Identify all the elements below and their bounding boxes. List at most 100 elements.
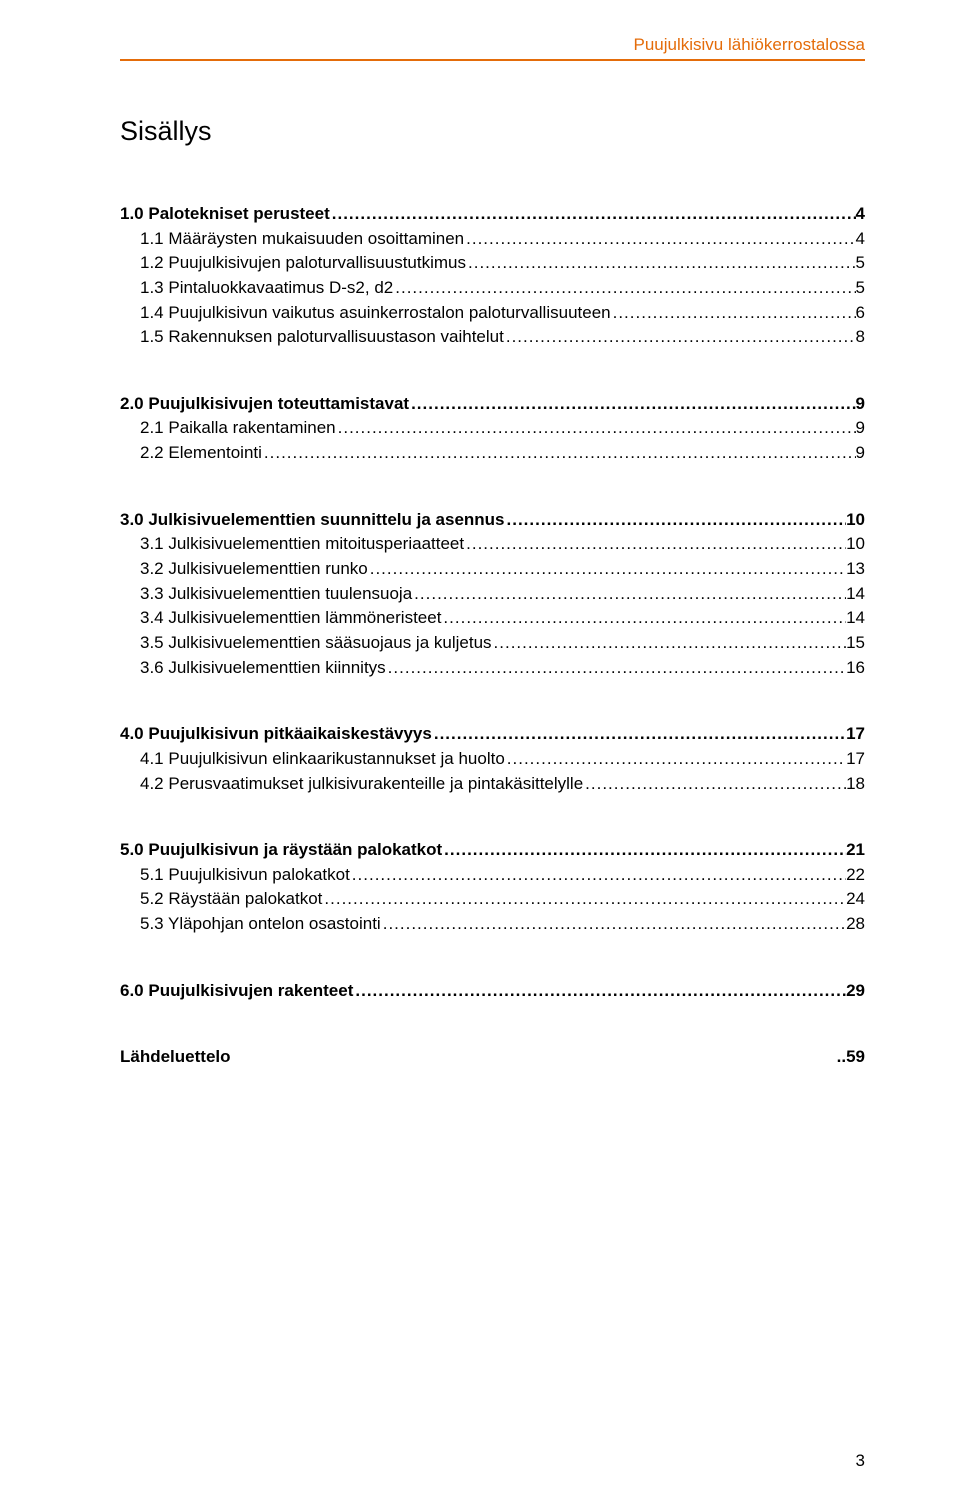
toc-sub-row[interactable]: 1.2 Puujulkisivujen paloturvallisuustutk… — [120, 251, 865, 276]
toc-main-page: 21 — [846, 838, 865, 863]
toc-main-page: 10 — [846, 508, 865, 533]
page-title: Sisällys — [120, 116, 865, 147]
toc-sub-page: 15 — [846, 631, 865, 656]
toc-dots — [386, 656, 846, 681]
toc-sub-label: 4.1 Puujulkisivun elinkaarikustannukset … — [120, 747, 505, 772]
toc-sub-page: 5 — [856, 251, 865, 276]
toc-sub-row[interactable]: 3.2 Julkisivuelementtien runko 13 — [120, 557, 865, 582]
toc-sub-page: 10 — [846, 532, 865, 557]
toc-dots — [441, 606, 846, 631]
toc-section: 1.0 Palotekniset perusteet 41.1 Määräyst… — [120, 202, 865, 350]
toc-sub-page: 18 — [846, 772, 865, 797]
header-text: Puujulkisivu lähiökerrostalossa — [120, 35, 865, 55]
toc-dots — [504, 325, 856, 350]
toc-main-row[interactable]: Lähdeluettelo ..59 — [120, 1045, 865, 1070]
toc-sub-row[interactable]: 3.6 Julkisivuelementtien kiinnitys 16 — [120, 656, 865, 681]
toc-section: 2.0 Puujulkisivujen toteuttamistavat 92.… — [120, 392, 865, 466]
toc-dots — [466, 251, 856, 276]
toc-sub-label: 3.2 Julkisivuelementtien runko — [120, 557, 368, 582]
toc-dots — [330, 202, 856, 227]
toc-sub-row[interactable]: 3.3 Julkisivuelementtien tuulensuoja 14 — [120, 582, 865, 607]
toc-dots — [322, 887, 846, 912]
toc-dots — [381, 912, 846, 937]
toc-dots — [583, 772, 846, 797]
toc-sub-label: 2.2 Elementointi — [120, 441, 262, 466]
toc-main-page: 4 — [856, 202, 865, 227]
toc-dots — [368, 557, 846, 582]
toc-sub-page: 4 — [856, 227, 865, 252]
toc-main-row[interactable]: 3.0 Julkisivuelementtien suunnittelu ja … — [120, 508, 865, 533]
toc-main-label: 2.0 Puujulkisivujen toteuttamistavat — [120, 392, 409, 417]
toc-dots — [412, 582, 846, 607]
toc-sub-row[interactable]: 1.5 Rakennuksen paloturvallisuustason va… — [120, 325, 865, 350]
toc-sub-row[interactable]: 3.1 Julkisivuelementtien mitoitusperiaat… — [120, 532, 865, 557]
toc-dots — [393, 276, 855, 301]
toc-sub-row[interactable]: 5.2 Räystään palokatkot 24 — [120, 887, 865, 912]
toc-sub-label: 3.5 Julkisivuelementtien sääsuojaus ja k… — [120, 631, 492, 656]
toc-dots — [442, 838, 846, 863]
toc-section: 3.0 Julkisivuelementtien suunnittelu ja … — [120, 508, 865, 680]
toc-dots — [464, 532, 846, 557]
toc-sub-page: 28 — [846, 912, 865, 937]
toc-sub-row[interactable]: 2.2 Elementointi 9 — [120, 441, 865, 466]
toc-section: Lähdeluettelo ..59 — [120, 1045, 865, 1070]
toc-sub-row[interactable]: 3.5 Julkisivuelementtien sääsuojaus ja k… — [120, 631, 865, 656]
toc-sub-row[interactable]: 2.1 Paikalla rakentaminen 9 — [120, 416, 865, 441]
toc-sub-row[interactable]: 5.3 Yläpohjan ontelon osastointi 28 — [120, 912, 865, 937]
toc-main-row[interactable]: 1.0 Palotekniset perusteet 4 — [120, 202, 865, 227]
toc-sub-label: 4.2 Perusvaatimukset julkisivurakenteill… — [120, 772, 583, 797]
toc-dots — [432, 722, 846, 747]
toc-sub-page: 5 — [856, 276, 865, 301]
toc-sub-label: 3.6 Julkisivuelementtien kiinnitys — [120, 656, 386, 681]
toc-dots — [336, 416, 856, 441]
toc-sub-label: 5.3 Yläpohjan ontelon osastointi — [120, 912, 381, 937]
toc-section: 4.0 Puujulkisivun pitkäaikaiskestävyys 1… — [120, 722, 865, 796]
toc-main-row[interactable]: 5.0 Puujulkisivun ja räystään palokatkot… — [120, 838, 865, 863]
toc-sub-row[interactable]: 1.1 Määräysten mukaisuuden osoittaminen … — [120, 227, 865, 252]
toc-sub-label: 5.2 Räystään palokatkot — [120, 887, 322, 912]
toc-sub-page: 22 — [846, 863, 865, 888]
toc-dots — [409, 392, 855, 417]
toc-sub-page: 14 — [846, 606, 865, 631]
toc-sub-page: 16 — [846, 656, 865, 681]
toc-sub-label: 3.1 Julkisivuelementtien mitoitusperiaat… — [120, 532, 464, 557]
toc-main-label: 6.0 Puujulkisivujen rakenteet — [120, 979, 353, 1004]
toc-main-label: Lähdeluettelo — [120, 1045, 231, 1070]
toc-main-page: 29 — [846, 979, 865, 1004]
toc-main-row[interactable]: 4.0 Puujulkisivun pitkäaikaiskestävyys 1… — [120, 722, 865, 747]
toc-sub-page: 24 — [846, 887, 865, 912]
toc-sub-page: 9 — [856, 441, 865, 466]
toc-main-label: 1.0 Palotekniset perusteet — [120, 202, 330, 227]
toc-sub-label: 2.1 Paikalla rakentaminen — [120, 416, 336, 441]
toc-sub-row[interactable]: 3.4 Julkisivuelementtien lämmöneristeet … — [120, 606, 865, 631]
toc-sub-page: 6 — [856, 301, 865, 326]
toc-sub-row[interactable]: 5.1 Puujulkisivun palokatkot 22 — [120, 863, 865, 888]
toc-section: 5.0 Puujulkisivun ja räystään palokatkot… — [120, 838, 865, 937]
toc-dots — [262, 441, 856, 466]
toc-dots — [505, 747, 846, 772]
toc-sub-label: 1.1 Määräysten mukaisuuden osoittaminen — [120, 227, 464, 252]
toc-main-label: 3.0 Julkisivuelementtien suunnittelu ja … — [120, 508, 505, 533]
toc-sub-label: 3.3 Julkisivuelementtien tuulensuoja — [120, 582, 412, 607]
toc-sub-row[interactable]: 1.3 Pintaluokkavaatimus D-s2, d2 5 — [120, 276, 865, 301]
toc-dots — [353, 979, 846, 1004]
toc-dots — [464, 227, 855, 252]
toc-sub-row[interactable]: 4.1 Puujulkisivun elinkaarikustannukset … — [120, 747, 865, 772]
toc-sub-label: 1.4 Puujulkisivun vaikutus asuinkerrosta… — [120, 301, 611, 326]
toc-main-label: 4.0 Puujulkisivun pitkäaikaiskestävyys — [120, 722, 432, 747]
toc-main-row[interactable]: 6.0 Puujulkisivujen rakenteet 29 — [120, 979, 865, 1004]
toc-sub-row[interactable]: 1.4 Puujulkisivun vaikutus asuinkerrosta… — [120, 301, 865, 326]
toc-dots — [492, 631, 847, 656]
page-number: 3 — [856, 1451, 865, 1471]
document-page: Puujulkisivu lähiökerrostalossa Sisällys… — [0, 0, 960, 1501]
toc-sub-row[interactable]: 4.2 Perusvaatimukset julkisivurakenteill… — [120, 772, 865, 797]
toc-dots — [350, 863, 846, 888]
toc-main-row[interactable]: 2.0 Puujulkisivujen toteuttamistavat 9 — [120, 392, 865, 417]
toc-section: 6.0 Puujulkisivujen rakenteet 29 — [120, 979, 865, 1004]
toc-dots — [505, 508, 847, 533]
toc-sub-label: 5.1 Puujulkisivun palokatkot — [120, 863, 350, 888]
toc-sub-page: 17 — [846, 747, 865, 772]
toc-main-page: ..59 — [837, 1045, 865, 1070]
toc-main-label: 5.0 Puujulkisivun ja räystään palokatkot — [120, 838, 442, 863]
toc-dots — [611, 301, 856, 326]
